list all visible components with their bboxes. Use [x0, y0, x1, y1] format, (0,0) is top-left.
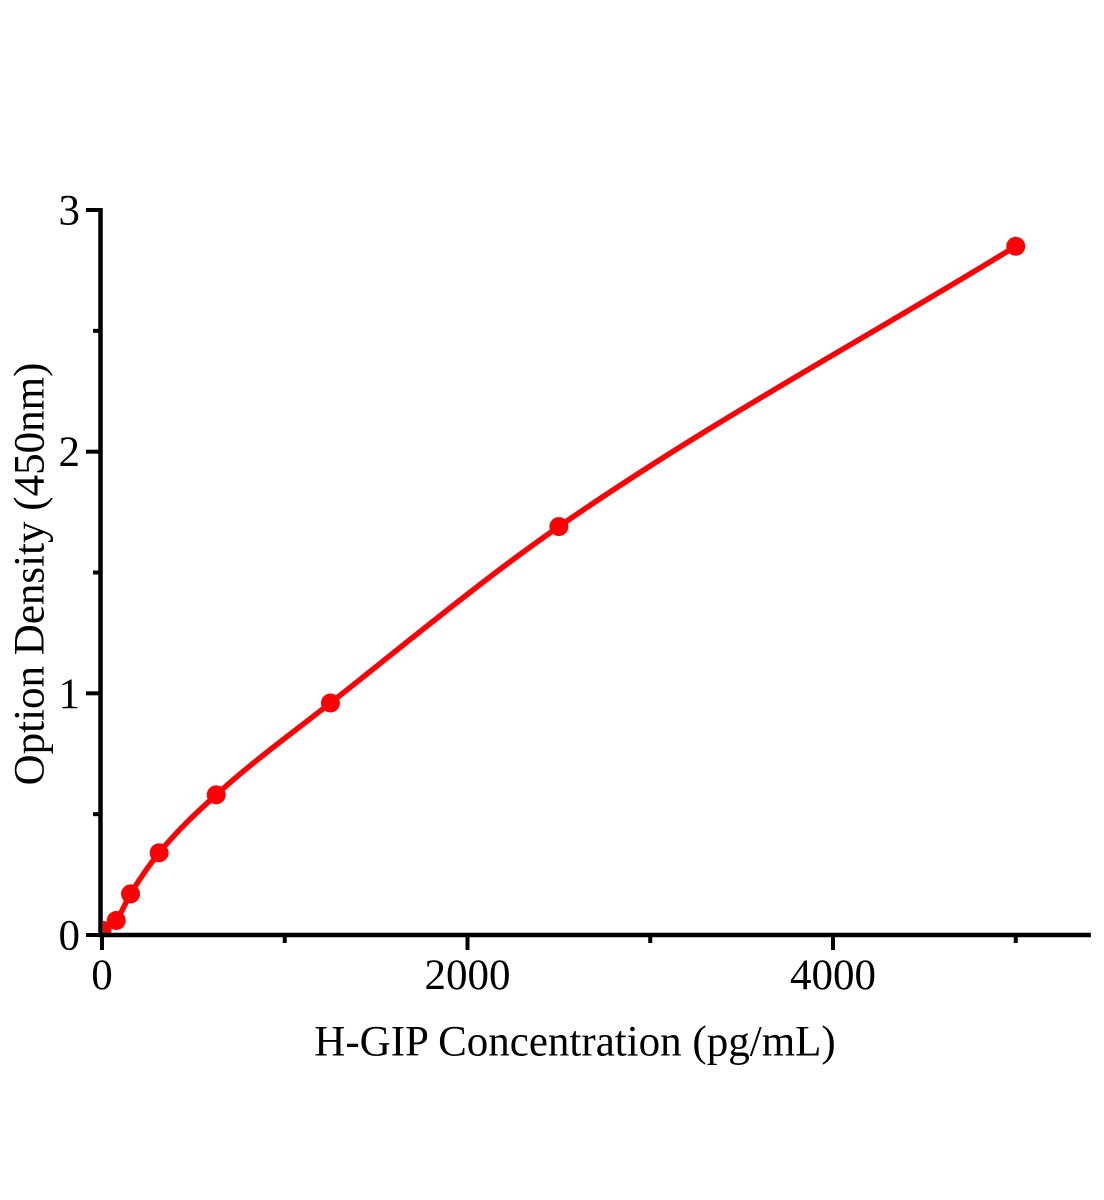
curve-group	[103, 236, 1026, 935]
data-point-marker	[320, 693, 340, 713]
data-point-marker	[106, 911, 126, 930]
y-tick-label: 2	[59, 429, 81, 476]
data-point-marker	[149, 843, 169, 863]
data-point-marker	[1006, 236, 1026, 256]
data-point-marker	[549, 517, 569, 537]
y-axis-title: Option Density (450nm)	[6, 362, 54, 786]
data-point-marker	[206, 785, 226, 805]
x-tick-label: 0	[91, 952, 113, 999]
y-tick-label: 1	[59, 671, 81, 718]
standard-curve-line	[103, 243, 1018, 933]
data-point-marker	[121, 884, 141, 904]
x-axis-title: H-GIP Concentration (pg/mL)	[314, 1018, 836, 1066]
y-tick-label: 3	[59, 188, 81, 235]
y-tick-label: 0	[59, 913, 81, 960]
x-tick-label: 4000	[790, 952, 876, 999]
x-tick-label: 2000	[425, 952, 511, 999]
